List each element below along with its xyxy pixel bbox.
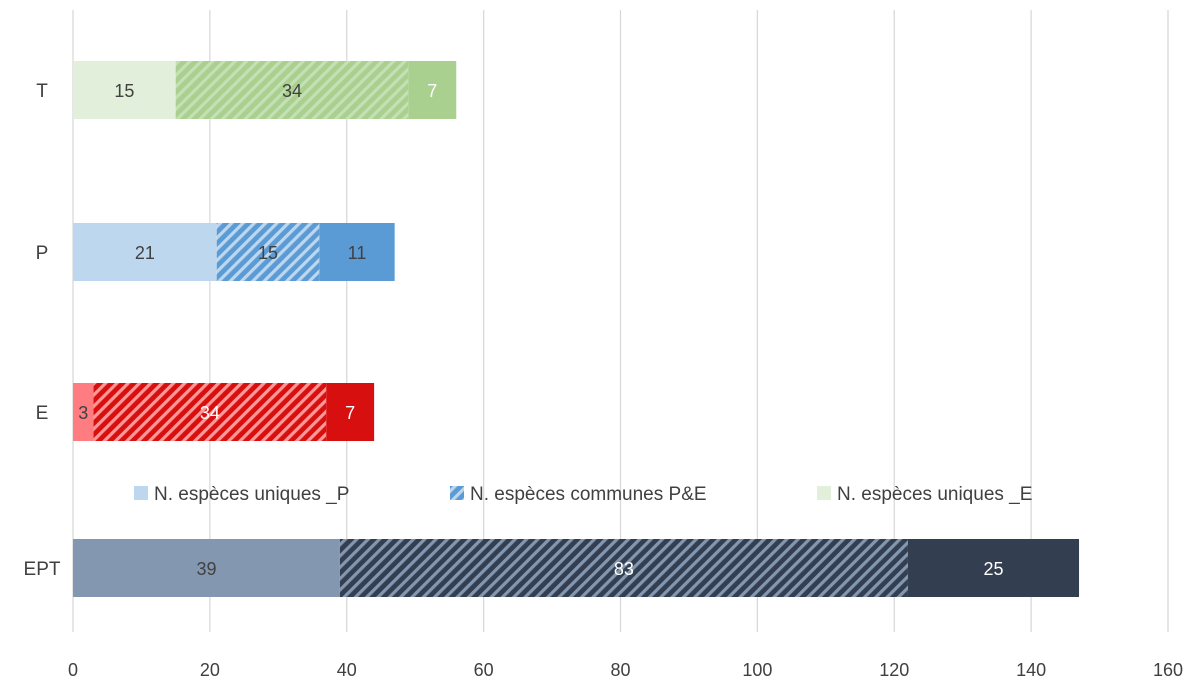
legend: N. espèces uniques _P N. espèces communes… [134,484,1032,505]
legend-label: N. espèces uniques _P [154,484,349,505]
data-label: 21 [135,243,155,263]
data-label: 25 [983,559,1003,579]
bar-segment [907,539,1080,597]
data-label: 7 [345,403,355,423]
data-label: 34 [200,403,220,423]
value-axis-tick-labels: 0 20 40 60 80 100 120 140 160 [68,660,1183,680]
legend-swatch [817,486,831,500]
data-label: 15 [258,243,278,263]
category-label: T [36,81,48,102]
bar-segment [319,223,395,281]
bar-segment [339,539,908,597]
legend-label: N. espèces communes P&E [470,484,707,505]
category-label: EPT [24,559,61,580]
legend-swatch [450,486,464,500]
bar-segment [73,61,176,119]
bars: 15 34 7 21 15 11 3 34 7 39 83 25 [73,61,1080,597]
category-label: P [36,243,49,264]
x-tick-label: 140 [1016,660,1046,680]
data-label: 83 [614,559,634,579]
category-axis-labels: T P E EPT [24,81,61,580]
bar-segment [175,61,409,119]
x-tick-label: 0 [68,660,78,680]
data-label: 39 [196,559,216,579]
category-label: E [36,403,49,424]
data-label: 15 [114,81,134,101]
data-label: 3 [78,403,88,423]
x-tick-label: 100 [742,660,772,680]
bar-segment [73,539,340,597]
bar-segment [93,383,327,441]
bar-segment [216,223,320,281]
bar-segment [408,61,457,119]
bar-segment [73,383,94,441]
bar-segment [326,383,375,441]
x-tick-label: 40 [337,660,357,680]
data-label: 7 [427,81,437,101]
x-tick-label: 160 [1153,660,1183,680]
bar-segment [73,223,217,281]
legend-swatch [134,486,148,500]
x-tick-label: 80 [610,660,630,680]
x-tick-label: 60 [474,660,494,680]
legend-label: N. espèces uniques _E [837,484,1032,505]
data-label: 11 [348,243,367,263]
data-label: 34 [282,81,302,101]
x-tick-label: 120 [879,660,909,680]
x-tick-label: 20 [200,660,220,680]
